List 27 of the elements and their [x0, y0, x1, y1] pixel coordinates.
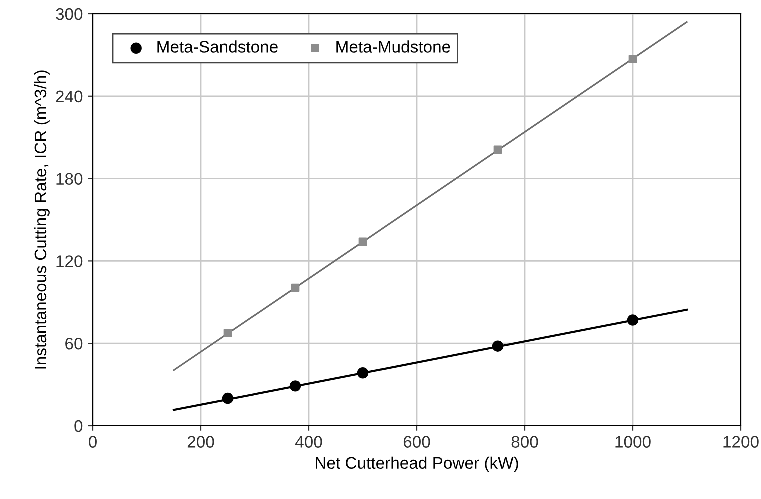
x-tick-label: 0 — [89, 436, 97, 448]
point — [290, 380, 302, 392]
point — [291, 284, 300, 292]
y-axis-title: Instantaneous Cutting Rate, ICR (m^3/h) — [34, 70, 50, 369]
point — [628, 55, 638, 64]
point — [627, 314, 639, 326]
y-tick-label: 300 — [56, 8, 83, 20]
point — [358, 238, 368, 246]
y-tick-label: 120 — [56, 256, 83, 268]
y-tick-label: 0 — [74, 420, 83, 432]
x-tick-label: 200 — [188, 436, 214, 448]
point — [492, 340, 504, 352]
legend-label: Meta-Mudstone — [336, 40, 450, 53]
y-tick-label: 240 — [56, 90, 83, 103]
point — [357, 368, 369, 379]
x-tick-label: 800 — [512, 436, 538, 448]
point — [222, 392, 234, 404]
y-tick-label: 60 — [66, 338, 83, 350]
x-tick-label: 1000 — [616, 436, 651, 448]
legend-label: Meta-Sandstone — [158, 40, 278, 53]
x-tick-label: 600 — [404, 436, 430, 448]
x-tick-label: 1200 — [724, 436, 759, 448]
point — [494, 146, 502, 154]
y-tick-label: 180 — [56, 173, 83, 186]
x-tick-label: 400 — [295, 436, 322, 448]
x-axis-title: Net Cutterhead Power (kW) — [316, 456, 518, 472]
point — [224, 329, 232, 338]
